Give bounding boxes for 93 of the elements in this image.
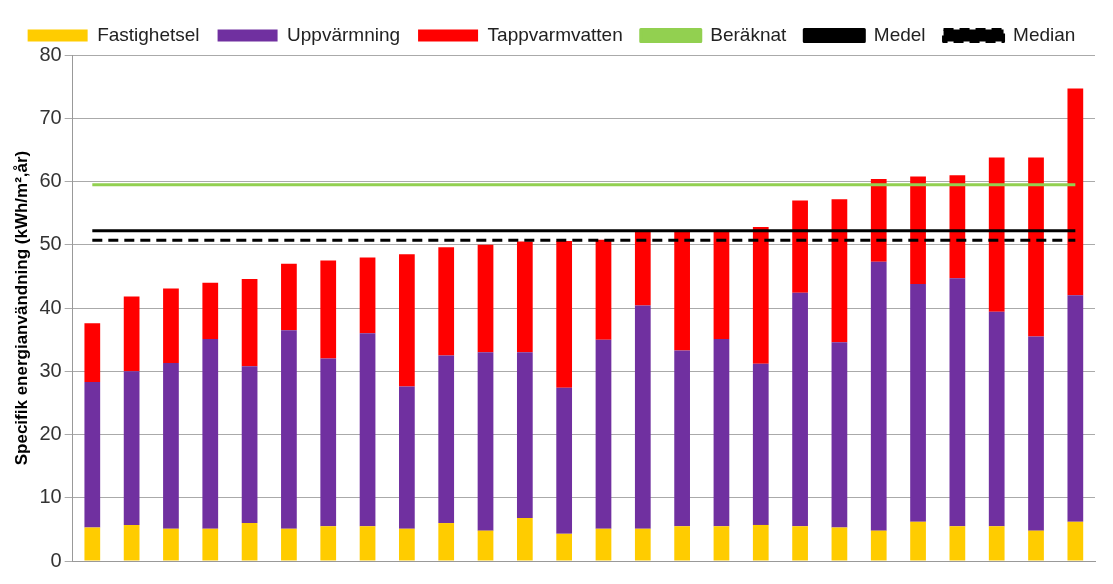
bar	[438, 355, 455, 524]
bar	[84, 382, 101, 528]
bar	[320, 526, 337, 561]
bar	[241, 523, 258, 561]
bar	[595, 239, 612, 340]
y-axis-title: Specifik energianvändning (kWh/m²,år)	[11, 150, 31, 466]
bar	[831, 342, 848, 528]
bar	[713, 526, 730, 561]
y-tick-label: 50	[39, 232, 62, 255]
bar	[202, 528, 219, 561]
bar	[988, 526, 1005, 561]
bar	[1028, 530, 1044, 561]
bar	[634, 305, 651, 529]
y-tick-label: 60	[39, 169, 62, 192]
bar	[281, 528, 297, 561]
bar	[202, 282, 219, 339]
bar	[163, 363, 179, 529]
y-tick-label: 40	[39, 295, 62, 318]
bar	[438, 247, 455, 356]
bar	[792, 200, 808, 293]
bar	[674, 526, 690, 561]
bar	[123, 524, 140, 561]
bar	[516, 241, 533, 353]
bar	[477, 244, 494, 353]
bar	[831, 199, 848, 343]
bar	[281, 330, 297, 529]
legend-label: Median	[1013, 23, 1076, 45]
bar	[241, 366, 258, 524]
bar	[516, 517, 533, 561]
bar	[910, 283, 926, 522]
bar	[123, 371, 140, 525]
bar	[1067, 88, 1084, 296]
legend-label: Tappvarmvatten	[487, 23, 623, 45]
bar	[556, 387, 573, 534]
legend-label: Fastighetsel	[97, 23, 200, 45]
bar	[477, 530, 494, 561]
bar	[1028, 157, 1044, 337]
bar	[241, 278, 258, 367]
y-tick-label: 70	[39, 105, 62, 128]
bar	[399, 386, 415, 529]
bar	[123, 296, 140, 372]
bar	[752, 363, 769, 525]
bar	[870, 178, 887, 262]
bar	[1028, 336, 1044, 531]
bar	[752, 227, 769, 364]
bar	[595, 339, 612, 529]
bar	[359, 333, 376, 527]
bar	[281, 263, 297, 331]
bar	[477, 352, 494, 531]
y-tick-label: 0	[50, 548, 62, 571]
bar	[359, 257, 376, 334]
y-tick-label: 30	[39, 358, 62, 381]
bar	[674, 350, 690, 527]
bar	[202, 338, 219, 529]
legend-label: Uppvärmning	[287, 23, 401, 45]
bar	[399, 528, 415, 561]
bar	[399, 254, 415, 387]
bar	[84, 527, 101, 561]
legend-label: Medel	[873, 23, 926, 45]
bar	[713, 232, 730, 339]
bar	[870, 530, 887, 561]
bar	[556, 533, 573, 561]
bar	[1067, 295, 1084, 522]
y-tick-label: 80	[39, 42, 62, 65]
bar	[359, 526, 376, 561]
bar	[320, 358, 337, 527]
bar	[752, 524, 769, 561]
bar	[910, 176, 926, 284]
bar	[634, 232, 651, 306]
bar	[949, 278, 966, 527]
bar	[988, 311, 1005, 527]
bar	[163, 288, 179, 364]
bar	[556, 240, 573, 388]
bar	[792, 292, 808, 527]
bar	[792, 526, 808, 561]
bar	[163, 528, 179, 561]
bar	[595, 528, 612, 561]
bar	[438, 523, 455, 561]
bar	[713, 338, 730, 527]
bar	[988, 157, 1005, 312]
bar	[910, 521, 926, 561]
y-tick-label: 10	[39, 485, 62, 508]
bar	[870, 261, 887, 531]
bar	[949, 526, 966, 561]
bar	[634, 528, 651, 561]
bar	[831, 527, 848, 561]
y-tick-label: 20	[39, 422, 62, 445]
bar	[320, 260, 337, 359]
legend-label: Beräknat	[710, 23, 788, 45]
bar	[84, 323, 101, 382]
bar	[1067, 521, 1084, 561]
bar	[516, 352, 533, 518]
bar	[674, 232, 690, 351]
